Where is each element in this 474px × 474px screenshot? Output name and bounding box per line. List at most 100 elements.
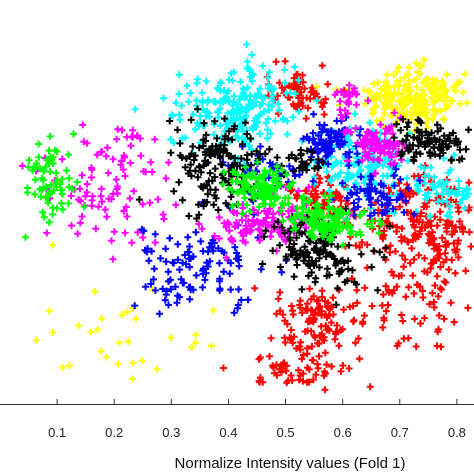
data-point [37,193,45,201]
data-point [273,154,281,161]
data-point [352,231,360,239]
data-point [317,136,325,144]
data-point [45,218,53,226]
data-point [175,71,183,79]
data-point [232,178,240,185]
data-point [248,188,256,196]
data-point [187,161,195,169]
data-point [123,308,131,316]
data-point [417,119,425,127]
data-point [251,284,259,292]
data-point [383,71,391,79]
data-point [40,213,48,221]
data-point [305,261,312,269]
data-point [214,113,222,121]
data-point [324,160,332,168]
data-point [340,306,348,314]
data-point [256,130,264,138]
data-point [49,329,57,336]
data-point [49,210,57,218]
data-point [226,270,234,278]
data-point [59,206,67,213]
data-point [46,132,54,140]
data-point [451,228,459,236]
data-point [411,104,419,112]
data-point [296,214,304,222]
data-point [188,344,196,351]
data-point [176,116,184,124]
data-point [328,363,336,370]
data-point [308,269,316,276]
data-point [380,316,388,324]
data-point [150,275,157,283]
data-point [142,283,150,291]
data-point [168,111,176,119]
data-point [323,272,331,280]
data-point [205,177,213,185]
data-point [417,103,425,111]
data-point [193,79,201,87]
data-point [260,108,268,116]
data-point [410,255,418,263]
data-point [319,336,327,343]
data-point [343,126,351,134]
data-point [228,202,236,210]
data-point [423,101,431,109]
data-point [130,187,138,195]
data-point [185,98,193,106]
data-point [451,139,458,147]
data-point [98,198,106,206]
data-point [353,150,361,158]
data-point [46,168,54,176]
data-point [431,134,438,142]
data-point [382,125,390,133]
data-point [160,215,168,223]
data-point [65,199,72,207]
data-point [377,181,385,189]
data-point [368,223,376,231]
data-point [430,81,437,89]
data-point [49,241,57,249]
data-point [47,181,55,189]
data-point [271,369,278,377]
data-point [360,86,368,94]
data-point [156,310,163,318]
data-point [287,334,295,342]
data-point [380,109,388,117]
data-point [214,244,222,252]
data-point [336,192,344,200]
data-point [215,259,223,267]
data-point [261,94,269,101]
data-point [231,108,239,116]
data-point [424,193,432,201]
data-point [238,134,246,141]
data-point [384,201,392,209]
data-point [427,164,435,172]
data-point [323,168,331,176]
data-point [40,167,48,175]
data-point [220,86,228,94]
data-point [333,137,341,145]
x-tick-label: 0.5 [277,425,295,440]
data-point [286,236,294,244]
data-point [391,140,399,148]
data-point [419,287,427,295]
data-point [438,190,446,198]
data-point [283,379,291,387]
data-point [360,179,368,187]
data-point [385,148,393,156]
data-point [206,151,214,158]
data-point [306,285,314,293]
data-point [131,302,139,310]
data-point [209,306,217,314]
data-point [295,376,303,384]
data-point [210,131,218,139]
data-point [187,116,195,124]
data-point [332,301,340,309]
data-point [413,126,421,134]
data-point [298,285,306,293]
data-point [211,117,219,125]
data-point [345,81,353,89]
data-point [318,307,326,315]
data-point [269,97,277,105]
